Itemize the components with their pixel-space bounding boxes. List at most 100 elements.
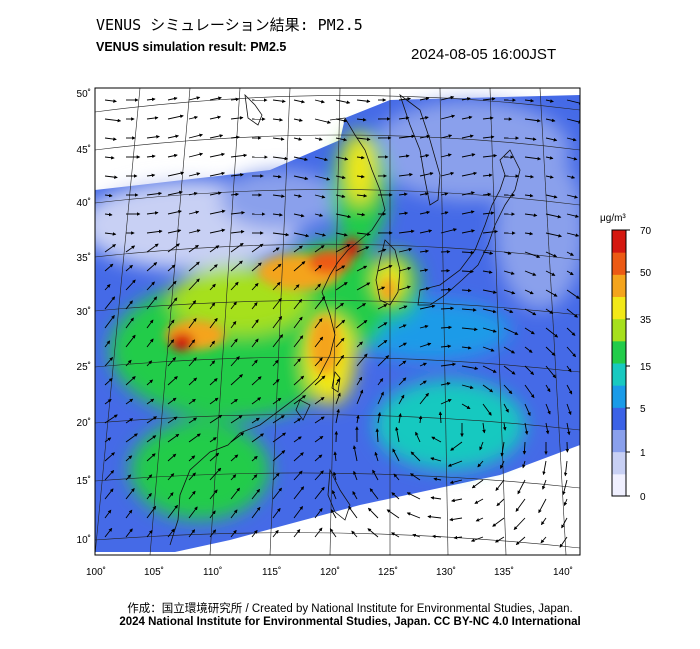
wind-arrow [167, 504, 178, 519]
wind-arrow [332, 471, 337, 481]
wind-arrow [398, 413, 402, 424]
wind-arrow [251, 488, 260, 500]
colorbar [611, 229, 630, 497]
wind-arrow [209, 378, 218, 386]
wind-arrow [188, 191, 198, 196]
lon-label: 135˚ [494, 566, 514, 578]
wind-arrow [419, 171, 434, 177]
wind-arrow [104, 193, 113, 198]
wind-arrow [230, 229, 245, 234]
wind-arrow [146, 97, 156, 102]
colorbar-segment [612, 407, 626, 430]
wind-arrow [167, 153, 178, 158]
wind-arrow [356, 155, 365, 160]
wind-arrow [461, 346, 472, 350]
wind-arrow [503, 270, 515, 275]
wind-arrow [545, 403, 551, 415]
wind-arrow [406, 492, 421, 500]
wind-arrow [314, 318, 323, 329]
wind-arrow [392, 448, 400, 462]
wind-arrow [482, 308, 497, 314]
wind-arrow [398, 211, 409, 216]
wind-arrow [167, 229, 182, 234]
wind-arrow [230, 301, 237, 310]
wind-arrow [566, 156, 578, 161]
wind-arrow [230, 135, 240, 140]
wind-arrow [398, 394, 405, 405]
wind-arrow [398, 360, 407, 367]
wind-arrow [515, 536, 526, 545]
wind-arrow [461, 210, 475, 215]
wind-arrow [348, 506, 358, 519]
wind-arrow [167, 190, 183, 196]
wind-arrow [482, 346, 495, 352]
wind-arrow [356, 353, 368, 367]
pm25-field [95, 95, 580, 552]
wind-arrow [398, 247, 413, 253]
wind-arrow [482, 116, 494, 120]
wind-arrow [125, 317, 134, 329]
wind-arrow [167, 134, 179, 139]
wind-arrow [146, 379, 154, 386]
wind-arrow [482, 327, 497, 333]
wind-arrow [293, 245, 303, 253]
lat-label: 25˚ [77, 361, 91, 373]
wind-arrow [125, 359, 132, 367]
wind-arrow [188, 506, 198, 519]
wind-arrow [188, 210, 200, 215]
colorbar-segment [612, 473, 626, 497]
wind-arrow [329, 528, 337, 538]
wind-arrow [353, 470, 358, 481]
wind-arrow [461, 250, 475, 255]
colorbar-segment [612, 429, 626, 453]
wind-arrow [209, 302, 216, 310]
wind-arrow [314, 470, 324, 481]
wind-arrow [209, 264, 218, 272]
wind-arrow [449, 479, 463, 484]
wind-arrow [524, 270, 537, 276]
wind-arrow [314, 507, 323, 519]
wind-arrow [335, 354, 344, 367]
wind-arrow [293, 335, 304, 348]
wind-arrow [432, 534, 442, 539]
lat-label: 20˚ [77, 417, 91, 429]
colorbar-tick: 0 [640, 492, 646, 503]
wind-arrow [335, 118, 348, 123]
wind-arrow [104, 212, 113, 217]
wind-arrow [559, 536, 568, 548]
wind-arrow [146, 453, 156, 462]
wind-arrow [104, 488, 114, 500]
wind-arrow [209, 529, 217, 538]
wind-arrow [314, 194, 326, 199]
wind-arrow [272, 397, 282, 405]
wind-arrow [230, 454, 239, 462]
wind-arrow [482, 229, 498, 234]
wind-arrow [272, 415, 285, 424]
wind-arrow [146, 281, 155, 291]
wind-arrow [188, 490, 196, 500]
wind-arrow [251, 529, 258, 538]
wind-arrow [398, 229, 415, 234]
wind-arrow [545, 384, 551, 393]
wind-arrow [419, 116, 429, 120]
wind-arrow [167, 433, 180, 443]
wind-arrow [386, 509, 400, 519]
wind-arrow [104, 315, 115, 329]
wind-arrow [482, 384, 494, 393]
wind-arrow [209, 467, 222, 481]
wind-arrow [377, 378, 384, 386]
wind-arrow [566, 365, 572, 373]
wind-arrow [398, 97, 411, 101]
wind-arrow [419, 96, 430, 101]
wind-arrow [272, 137, 285, 141]
wind-arrow [482, 270, 493, 274]
wind-arrow [524, 346, 533, 353]
wind-arrow [545, 175, 554, 179]
wind-arrow [566, 175, 576, 179]
wind-arrow [104, 118, 122, 123]
wind-arrow [440, 134, 453, 139]
wind-arrow [251, 474, 258, 481]
wind-arrow [272, 194, 285, 198]
wind-arrow [188, 377, 198, 386]
wind-arrow [545, 308, 554, 314]
